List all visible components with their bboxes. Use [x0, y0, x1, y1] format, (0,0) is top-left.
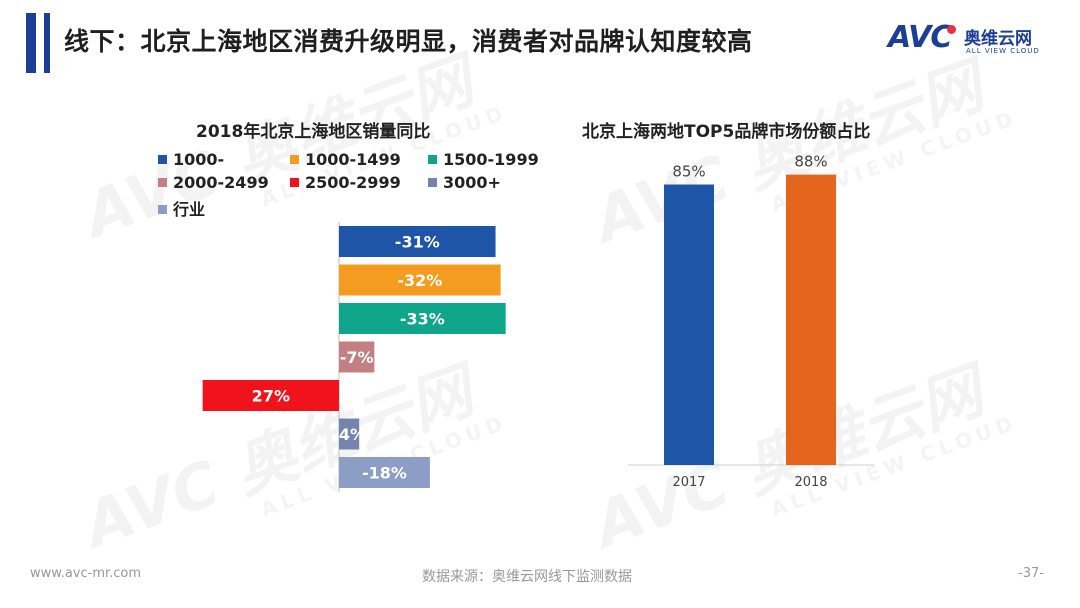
- bar-data-label: 88%: [794, 153, 827, 171]
- legend-item: 1000-1499: [290, 150, 401, 169]
- yoy-chart-title: 2018年北京上海地区销量同比: [196, 122, 431, 142]
- footer-page-number: -37-: [1018, 566, 1044, 581]
- bar-data-label: -33%: [400, 310, 445, 329]
- legend-swatch: [158, 178, 167, 187]
- bar-data-label: -7%: [340, 348, 374, 367]
- legend-swatch: [428, 178, 437, 187]
- logo-en-text: ALL VIEW CLOUD: [966, 47, 1040, 55]
- bar: [664, 184, 714, 465]
- bar: [202, 380, 339, 411]
- bar: [786, 174, 836, 465]
- legend-swatch: [158, 205, 167, 214]
- legend-label: 2500-2999: [305, 173, 401, 192]
- logo-cn-text: 奥维云网: [964, 29, 1032, 49]
- bar: [339, 303, 506, 334]
- legend-item: 2000-2499: [158, 173, 269, 192]
- header-accent-bar-thin: [44, 13, 50, 73]
- legend-item: 行业: [158, 196, 205, 220]
- bar: [339, 226, 496, 257]
- legend-label: 1500-1999: [443, 150, 539, 169]
- legend-swatch: [428, 155, 437, 164]
- legend-item: 2500-2999: [290, 173, 401, 192]
- logo-red-dot: [947, 25, 956, 34]
- legend-label: 行业: [173, 200, 206, 219]
- bar: [339, 418, 360, 450]
- bar-data-label: 85%: [672, 163, 705, 181]
- header-accent-bar: [26, 13, 36, 73]
- x-tick-label: 2017: [672, 475, 705, 490]
- bar: [339, 341, 375, 373]
- footer-website: www.avc-mr.com: [30, 566, 142, 581]
- bar-data-label: 27%: [252, 387, 290, 406]
- bar-data-label: -32%: [397, 271, 442, 290]
- legend-item: 1000-: [158, 150, 224, 169]
- footer-source: 数据来源：奥维云网线下监测数据: [422, 569, 632, 585]
- bar-data-label: -4%: [332, 425, 366, 444]
- bar: [339, 264, 501, 296]
- legend-label: 1000-: [173, 150, 225, 169]
- legend-label: 2000-2499: [173, 173, 269, 192]
- legend-label: 1000-1499: [305, 150, 401, 169]
- legend-label: 3000+: [443, 173, 501, 192]
- legend-swatch: [290, 178, 299, 187]
- logo-avc-text: AVC: [888, 20, 952, 55]
- bar: [339, 457, 430, 488]
- legend-swatch: [158, 155, 167, 164]
- share-chart-title: 北京上海两地TOP5品牌市场份额占比: [582, 122, 871, 142]
- avc-logo: AVC 奥维云网 ALL VIEW CLOUD: [888, 20, 1058, 68]
- page-title: 线下：北京上海地区消费升级明显，消费者对品牌认知度较高: [64, 27, 753, 56]
- x-tick-label: 2018: [794, 475, 827, 490]
- legend-swatch: [290, 155, 299, 164]
- bar-data-label: -31%: [395, 233, 440, 252]
- bar-data-label: -18%: [362, 464, 407, 483]
- legend-item: 1500-1999: [428, 150, 539, 169]
- legend-item: 3000+: [428, 173, 501, 192]
